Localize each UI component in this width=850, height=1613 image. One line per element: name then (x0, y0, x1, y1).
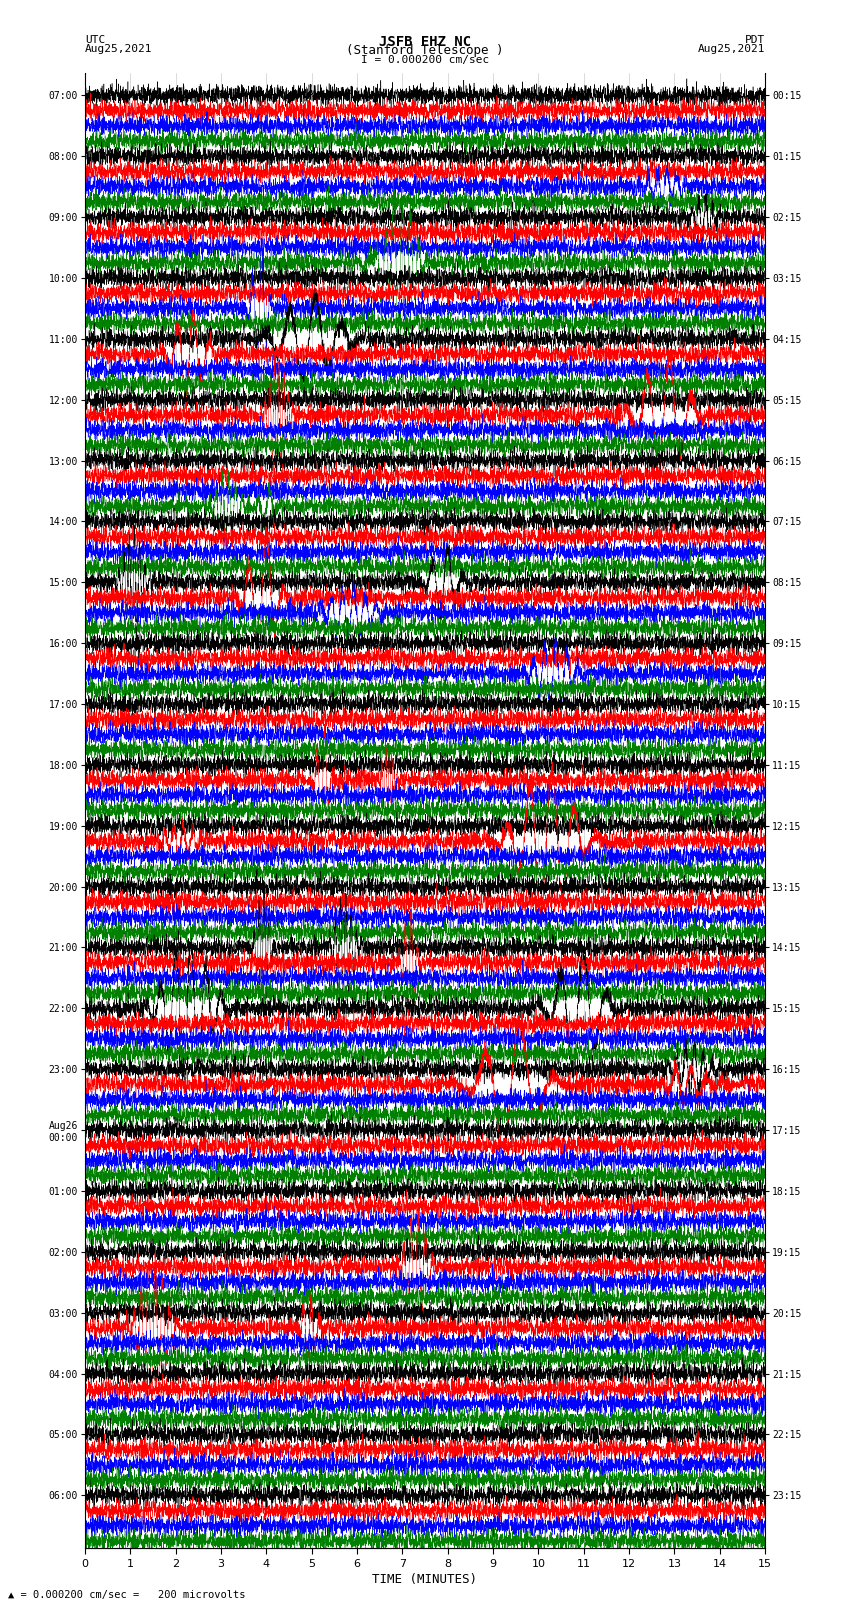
Text: (Stanford Telescope ): (Stanford Telescope ) (346, 44, 504, 58)
Text: Aug25,2021: Aug25,2021 (85, 44, 152, 55)
Text: PDT: PDT (745, 35, 765, 45)
Text: I = 0.000200 cm/sec: I = 0.000200 cm/sec (361, 55, 489, 65)
Text: UTC: UTC (85, 35, 105, 45)
Text: JSFB EHZ NC: JSFB EHZ NC (379, 35, 471, 48)
X-axis label: TIME (MINUTES): TIME (MINUTES) (372, 1573, 478, 1586)
Text: ▲ = 0.000200 cm/sec =   200 microvolts: ▲ = 0.000200 cm/sec = 200 microvolts (8, 1590, 246, 1600)
Text: Aug25,2021: Aug25,2021 (698, 44, 765, 55)
